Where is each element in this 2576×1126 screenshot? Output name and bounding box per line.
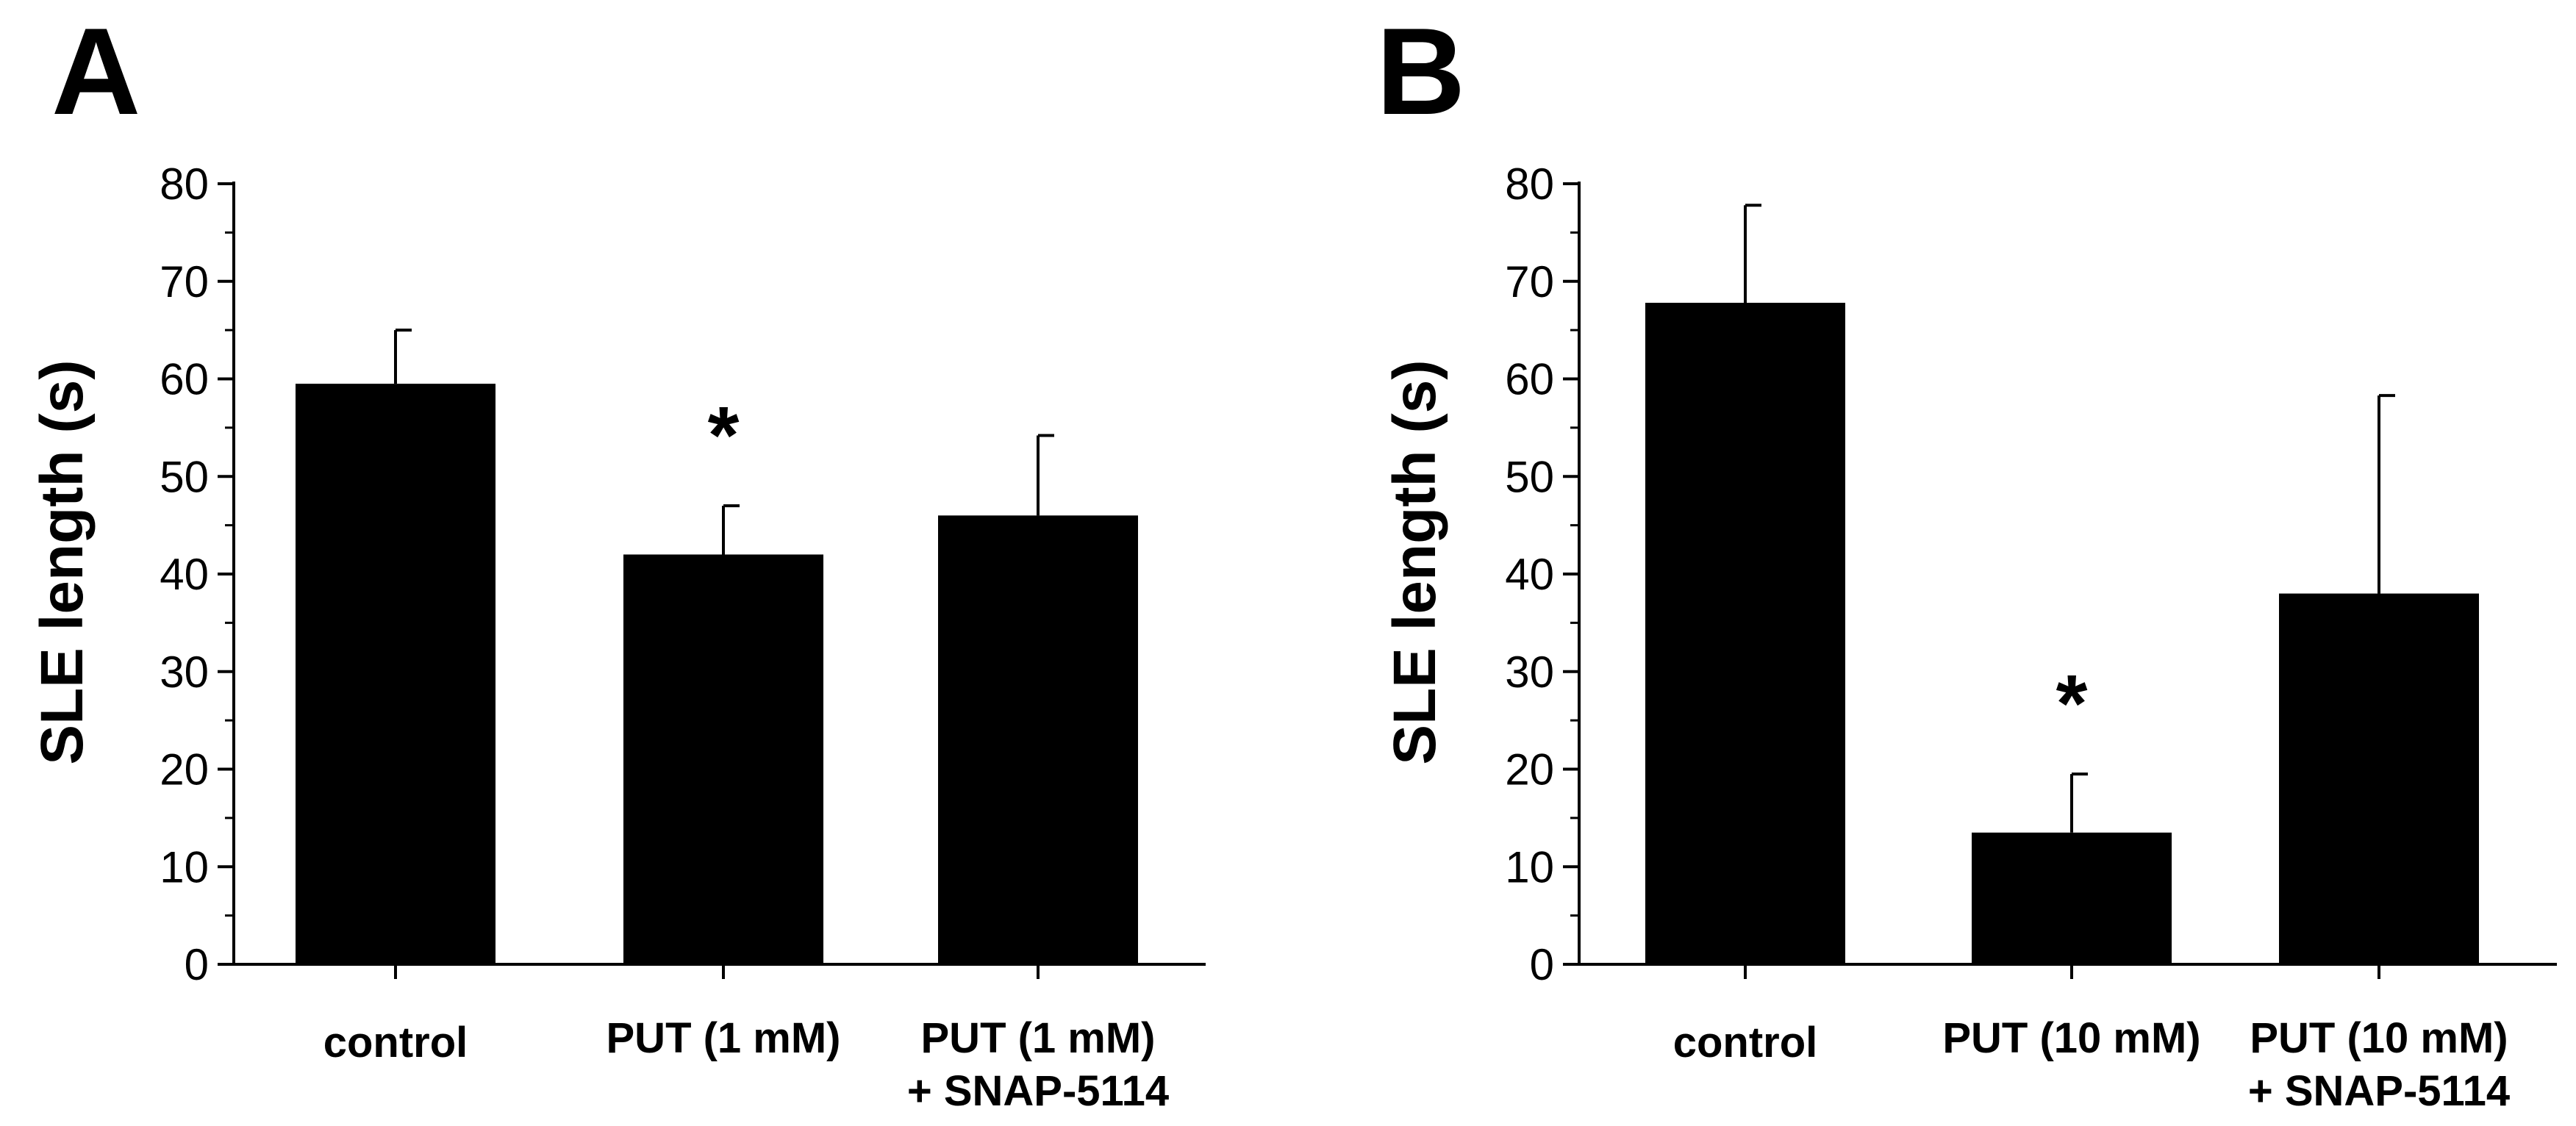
significance-star-b-1: *	[2056, 659, 2088, 749]
y-tick-label-a-1: 10	[160, 842, 209, 892]
y-tick-label-b-7: 70	[1505, 257, 1554, 306]
bar-a-1	[623, 554, 823, 964]
y-tick-label-b-8: 80	[1505, 159, 1554, 209]
bar-a-2	[938, 515, 1138, 964]
bars-a: *	[296, 329, 1138, 979]
x-label-b-0: control	[1673, 1019, 1818, 1066]
bars-b: *	[1645, 204, 2479, 979]
y-tick-label-b-0: 0	[1530, 940, 1554, 989]
y-tick-label-b-6: 60	[1505, 355, 1554, 404]
y-tick-label-a-6: 60	[160, 355, 209, 404]
x-labels-b: control PUT (10 mM) PUT (10 mM) + SNAP-5…	[1673, 1014, 2510, 1115]
y-axis-title-b: SLE length (s)	[1381, 359, 1448, 764]
bar-a-0	[296, 384, 495, 964]
y-tick-label-b-4: 40	[1505, 550, 1554, 599]
x-label-a-2: PUT (1 mM)	[921, 1014, 1156, 1062]
x-label-b-2: PUT (10 mM)	[2250, 1014, 2508, 1062]
y-tick-label-a-4: 40	[160, 550, 209, 599]
x-label-a-2-line2: + SNAP-5114	[907, 1067, 1169, 1115]
y-tick-label-a-2: 20	[160, 745, 209, 795]
y-tick-label-a-7: 70	[160, 257, 209, 306]
x-label-a-0: control	[323, 1019, 468, 1066]
x-labels-a: control PUT (1 mM) PUT (1 mM) + SNAP-511…	[323, 1014, 1169, 1115]
y-tick-label-a-5: 50	[160, 452, 209, 501]
y-ticks-b: 0 10 20 30 40 50 60 70 80	[1505, 159, 1579, 989]
y-axis-title-a: SLE length (s)	[29, 359, 96, 764]
y-tick-label-a-0: 0	[185, 940, 209, 989]
y-axis-a: 0 10 20 30 40 50 60 70 80	[160, 159, 235, 989]
panel-label-b: B	[1376, 2, 1465, 140]
bar-b-2	[2279, 593, 2479, 964]
y-ticks-a: 0 10 20 30 40 50 60 70 80	[160, 159, 234, 989]
significance-star-a-1: *	[708, 390, 740, 481]
y-tick-label-a-3: 30	[160, 648, 209, 697]
y-tick-label-b-2: 20	[1505, 745, 1554, 795]
y-tick-label-a-8: 80	[160, 159, 209, 209]
panel-label-a: A	[51, 2, 140, 140]
x-label-b-1: PUT (10 mM)	[1942, 1014, 2200, 1062]
panel-a: A SLE length (s) 0 10 20 30 40 50 60 70 80 * con…	[29, 2, 1206, 1115]
y-tick-label-b-3: 30	[1505, 648, 1554, 697]
y-tick-label-b-5: 50	[1505, 452, 1554, 501]
y-axis-b: 0 10 20 30 40 50 60 70 80	[1505, 159, 1581, 989]
panel-b: B SLE length (s) 0 10 20 30 40 50 60 70 80 * con…	[1376, 2, 2557, 1115]
y-tick-label-b-1: 10	[1505, 842, 1554, 892]
bar-b-1	[1972, 832, 2172, 964]
x-label-b-2-line2: + SNAP-5114	[2248, 1067, 2510, 1115]
bar-b-0	[1645, 302, 1845, 965]
x-label-a-1: PUT (1 mM)	[607, 1014, 841, 1062]
